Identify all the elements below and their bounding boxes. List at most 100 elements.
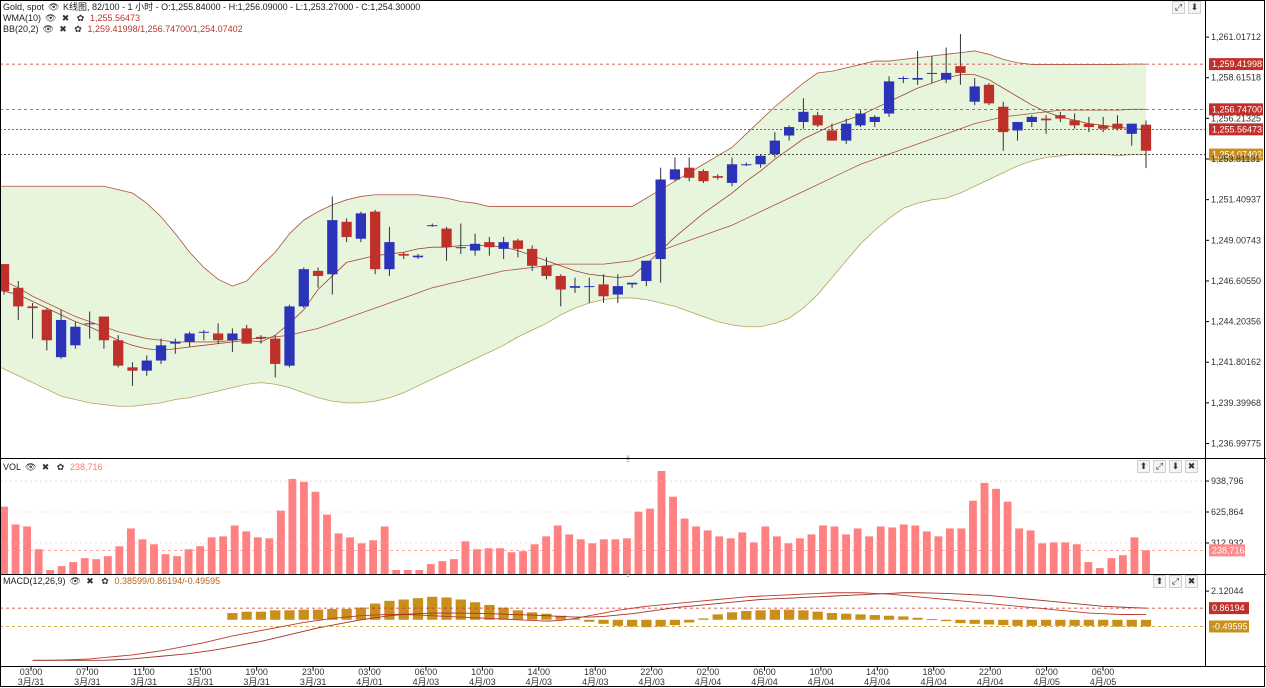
- volume-bar: [1107, 558, 1116, 574]
- volume-bar: [1026, 530, 1035, 574]
- volume-bar: [403, 570, 412, 574]
- bb-lower-badge: 1,254.07402: [1212, 150, 1262, 160]
- candle-body: [341, 221, 352, 238]
- arrow-down-icon[interactable]: ⬇: [1169, 460, 1182, 473]
- axes: 1,261.01712 1,258.61518 1,256.21325 1,253.8…: [18, 32, 1261, 687]
- eye-icon[interactable]: 👁: [42, 24, 54, 34]
- macd-histogram-bar: [355, 607, 367, 620]
- price-tick-label: 1,261.01712: [1211, 32, 1261, 42]
- candle-body: [541, 265, 552, 276]
- volume-bar: [945, 528, 954, 574]
- volume-bar: [46, 570, 55, 574]
- date-tick-label: 4月/03: [469, 677, 496, 687]
- candle-body: [84, 323, 95, 325]
- candle-body: [113, 340, 124, 366]
- macd-histogram-bar: [912, 617, 923, 620]
- maximize-icon[interactable]: ⤢: [1169, 575, 1182, 588]
- volume-bar: [842, 534, 851, 574]
- candle-body: [1083, 123, 1095, 128]
- macd-histogram-bar: [783, 609, 795, 620]
- vol-panel-controls: ⬆ ⤢ ⬇ ✖: [1137, 460, 1198, 473]
- close-icon[interactable]: ✖: [59, 24, 67, 34]
- macd-histogram-bar: [441, 597, 452, 620]
- vol-header: VOL 👁 ✖ ✿ 238,716: [3, 462, 103, 473]
- volume-bar: [92, 559, 101, 574]
- close-icon[interactable]: ✖: [61, 13, 70, 23]
- gear-icon[interactable]: ✿: [101, 576, 109, 586]
- macd-histogram-bar: [1040, 619, 1052, 626]
- volume-bar: [865, 536, 874, 574]
- macd-histogram-bar: [341, 608, 352, 620]
- price-tick-label: 1,244.20356: [1211, 317, 1261, 327]
- time-tick-label: 03:00: [358, 667, 381, 677]
- volume-bar: [1130, 537, 1139, 574]
- main-panel-controls: ⤢ ⬇: [1172, 1, 1201, 14]
- candle-body: [41, 309, 52, 341]
- arrow-up-icon[interactable]: ⬆: [1137, 460, 1150, 473]
- candle-body: [27, 306, 38, 309]
- volume-bar: [184, 549, 193, 574]
- close-icon[interactable]: ✖: [41, 462, 50, 472]
- price-tick-label: 1,256.21325: [1211, 113, 1261, 123]
- panel-resize-handle[interactable]: ⁞⁞: [626, 454, 630, 464]
- bb-upper-badge-bg: [1209, 58, 1263, 71]
- macd-histogram-bar: [983, 619, 995, 625]
- bollinger-middle-line: [0, 108, 1146, 343]
- volume-bar: [1061, 542, 1070, 574]
- candle-body: [998, 106, 1009, 133]
- maximize-icon[interactable]: ⤢: [1172, 1, 1185, 14]
- macd-histogram-bar: [769, 609, 780, 620]
- arrow-up-icon[interactable]: ⬆: [1153, 575, 1166, 588]
- close-icon[interactable]: ✖: [1185, 575, 1198, 588]
- candle-body: [1140, 124, 1152, 151]
- gear-icon[interactable]: ✿: [56, 462, 65, 472]
- candle-body: [869, 116, 880, 122]
- volume-tick-label: 312,932: [1211, 538, 1244, 548]
- time-tick-label: 03:00: [20, 667, 43, 677]
- date-tick-label: 4月/05: [1090, 677, 1117, 687]
- price-tick-label: 1,249.00743: [1211, 235, 1261, 245]
- volume-bar: [369, 540, 378, 574]
- macd-histogram-bar: [555, 615, 566, 620]
- candle-body: [555, 275, 566, 290]
- price-tick-label: 1,236.99775: [1211, 439, 1261, 449]
- candle-body: [912, 77, 923, 80]
- maximize-icon[interactable]: ⤢: [1153, 460, 1166, 473]
- macd-histogram-bar: [1112, 619, 1123, 627]
- candle-body: [826, 130, 838, 141]
- eye-icon[interactable]: 👁: [45, 13, 57, 23]
- candle-body: [684, 167, 695, 178]
- gear-icon[interactable]: ✿: [76, 13, 85, 23]
- volume-bar: [680, 518, 689, 574]
- candle-body: [812, 115, 823, 126]
- volume-bar: [288, 478, 297, 574]
- volume-bar: [1119, 555, 1127, 574]
- close-icon[interactable]: ✖: [1185, 460, 1198, 473]
- arrow-down-icon[interactable]: ⬇: [1188, 1, 1201, 14]
- volume-bar: [150, 544, 158, 574]
- gear-icon[interactable]: ✿: [74, 24, 82, 34]
- volume-bar: [565, 534, 574, 574]
- volume-bar: [749, 542, 758, 574]
- macd-histogram-bar: [284, 610, 295, 620]
- volume-bar: [1072, 544, 1081, 574]
- date-tick-label: 4月/04: [695, 677, 722, 687]
- eye-icon[interactable]: 👁: [25, 462, 37, 472]
- macd-histogram-bar: [841, 613, 852, 620]
- volume-bar: [969, 500, 977, 574]
- price-tick-label: 1,253.81131: [1211, 154, 1260, 164]
- volume-bar: [426, 564, 435, 574]
- macd-histogram-bar: [598, 619, 609, 624]
- price-tick-label: 1,239.39968: [1211, 398, 1261, 408]
- close-icon[interactable]: ✖: [86, 576, 94, 586]
- eye-icon[interactable]: 👁: [69, 576, 81, 586]
- volume-bar: [542, 536, 551, 574]
- macd-ref-badge: 0.86194: [1212, 603, 1245, 613]
- vol-value: 238,716: [70, 462, 103, 472]
- macd-histogram-bar: [998, 619, 1009, 626]
- panel-resize-handle[interactable]: ⁞⁞: [626, 569, 630, 579]
- candle-body: [1069, 120, 1080, 126]
- volume-bar: [299, 481, 308, 574]
- eye-icon[interactable]: 👁: [48, 2, 60, 12]
- macd-histogram-bar: [227, 613, 238, 620]
